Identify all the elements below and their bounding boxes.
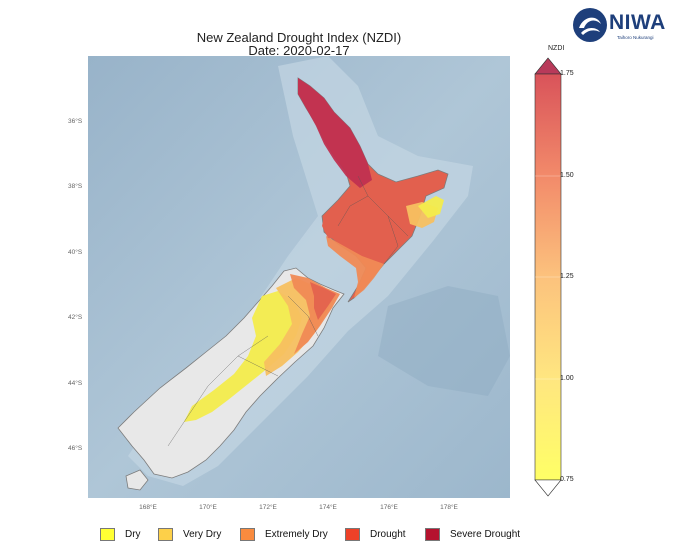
stewart-island [125, 469, 149, 491]
colorbar-extend-bottom [534, 479, 562, 497]
niwa-wordmark: NIWA [609, 11, 666, 34]
nz-map [88, 56, 510, 498]
ni-dry-zone [418, 196, 444, 218]
niwa-logo: NIWA Taihoro Nukurangi [571, 6, 679, 44]
legend-label-extremely-dry: Extremely Dry [265, 529, 328, 540]
colorbar-extend-top [534, 57, 562, 75]
legend-label-very-dry: Very Dry [183, 529, 222, 540]
ni-taranaki-drought [322, 212, 350, 240]
si-dry-zone [184, 291, 302, 422]
legend-swatch-very-dry [158, 528, 173, 541]
legend-swatch-drought [345, 528, 360, 541]
legend-item-extremely-dry: Extremely Dry [240, 528, 328, 541]
lat-tick-46: 46°S [68, 445, 83, 452]
region-boundaries [167, 175, 409, 447]
colorbar-tick-125: 1.25 [560, 273, 574, 280]
lon-tick-174: 174°E [319, 504, 337, 511]
niwa-tagline: Taihoro Nukurangi [617, 35, 654, 40]
lon-tick-170: 170°E [199, 504, 217, 511]
legend-item-severe-drought: Severe Drought [425, 528, 520, 541]
map-panel[interactable] [88, 56, 510, 498]
ni-extremely-dry-zone [326, 236, 384, 298]
legend-label-drought: Drought [370, 529, 406, 540]
ni-severe-drought-zone [298, 78, 372, 188]
legend-swatch-extremely-dry [240, 528, 255, 541]
lon-tick-172: 172°E [259, 504, 277, 511]
colorbar [534, 57, 562, 497]
lat-tick-38: 38°S [68, 183, 83, 190]
shelf-east [378, 286, 510, 396]
si-drought-zone [310, 282, 336, 320]
lon-tick-176: 176°E [380, 504, 398, 511]
lat-tick-36: 36°S [68, 118, 83, 125]
legend-label-severe-drought: Severe Drought [450, 529, 521, 540]
legend-swatch-dry [100, 528, 115, 541]
lat-tick-44: 44°S [68, 380, 83, 387]
legend-item-very-dry: Very Dry [158, 528, 221, 541]
legend-item-drought: Drought [345, 528, 406, 541]
lon-tick-168: 168°E [139, 504, 157, 511]
lat-tick-42: 42°S [68, 314, 83, 321]
colorbar-tick-100: 1.00 [560, 375, 574, 382]
colorbar-tick-150: 1.50 [560, 172, 574, 179]
drought-legend: Dry Very Dry Extremely Dry Drought Sever… [0, 528, 685, 544]
legend-label-dry: Dry [125, 529, 141, 540]
map-date: Date: 2020-02-17 [248, 43, 350, 58]
lon-tick-178: 178°E [440, 504, 458, 511]
legend-swatch-severe-drought [425, 528, 440, 541]
colorbar-tick-175: 1.75 [560, 70, 574, 77]
niwa-swirl-icon [573, 8, 607, 42]
lat-tick-40: 40°S [68, 249, 83, 256]
colorbar-label: NZDI [548, 45, 565, 52]
map-title: New Zealand Drought Index (NZDI) [196, 30, 402, 45]
legend-item-dry: Dry [100, 528, 141, 541]
colorbar-tick-075: 0.75 [560, 476, 574, 483]
